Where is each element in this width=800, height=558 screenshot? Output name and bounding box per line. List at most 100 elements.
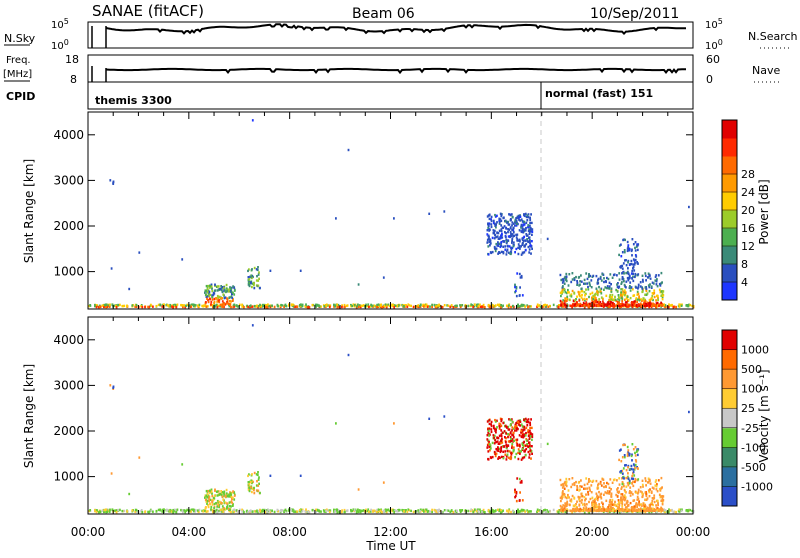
velocity-echo-cell bbox=[368, 510, 370, 514]
velocity-echo-cell bbox=[181, 509, 184, 512]
velocity-echo-cell bbox=[358, 509, 361, 512]
power-echo-cell bbox=[219, 305, 222, 308]
velocity-echo-cell bbox=[382, 481, 385, 484]
velocity-echo-cell bbox=[495, 428, 497, 431]
power-echo-cell bbox=[621, 299, 624, 302]
velocity-echo-cell bbox=[526, 439, 529, 442]
power-echo-cell bbox=[298, 303, 301, 307]
velocity-echo-cell bbox=[255, 484, 258, 487]
velocity-echo-cell bbox=[499, 450, 502, 454]
power-echo-cell bbox=[211, 289, 214, 293]
velocity-echo-cell bbox=[496, 436, 498, 439]
power-echo-cell bbox=[338, 305, 341, 309]
power-echo-cell bbox=[692, 305, 695, 308]
velocity-echo-cell bbox=[583, 502, 586, 506]
power-echo-cell bbox=[629, 281, 632, 284]
power-echo-cell bbox=[639, 285, 642, 288]
velocity-echo-cell bbox=[336, 511, 339, 514]
velocity-echo-cell bbox=[483, 511, 486, 514]
power-echo-cell bbox=[583, 297, 586, 301]
velocity-echo-cell bbox=[565, 484, 568, 488]
velocity-echo-cell bbox=[627, 503, 630, 507]
power-colorbar-tick-label: 24 bbox=[741, 186, 755, 199]
power-echo-cell bbox=[519, 276, 522, 279]
power-echo-cell bbox=[649, 277, 652, 280]
power-echo-cell bbox=[627, 298, 630, 302]
power-echo-cell bbox=[117, 303, 120, 307]
power-echo-cell bbox=[223, 296, 226, 300]
power-echo-cell bbox=[627, 261, 629, 264]
power-echo-cell bbox=[487, 226, 490, 229]
power-echo-cell bbox=[613, 303, 615, 306]
power-echo-cell bbox=[623, 272, 625, 275]
velocity-echo-cell bbox=[515, 490, 518, 494]
power-echo-cell bbox=[588, 295, 590, 299]
power-echo-cell bbox=[419, 305, 421, 308]
power-echo-cell bbox=[603, 303, 606, 306]
velocity-echo-cell bbox=[499, 441, 502, 445]
velocity-echo-cell bbox=[600, 484, 603, 487]
power-echo-cell bbox=[598, 302, 601, 305]
power-echo-cell bbox=[618, 296, 620, 299]
power-echo-cell bbox=[112, 180, 115, 183]
velocity-echo-cell bbox=[216, 490, 219, 493]
power-echo-cell bbox=[609, 304, 612, 307]
velocity-echo-cell bbox=[527, 510, 530, 513]
velocity-echo-cell bbox=[584, 509, 586, 512]
velocity-echo-cell bbox=[419, 510, 421, 513]
power-echo-cell bbox=[450, 304, 453, 307]
power-echo-cell bbox=[511, 241, 513, 244]
velocity-echo-cell bbox=[519, 481, 522, 484]
velocity-echo-cell bbox=[417, 510, 420, 514]
power-colorbar-swatch bbox=[722, 138, 737, 157]
power-echo-cell bbox=[568, 291, 570, 294]
power-echo-cell bbox=[497, 241, 499, 244]
velocity-echo-cell bbox=[635, 460, 638, 463]
velocity-echo-cell bbox=[623, 477, 625, 480]
velocity-echo-cell bbox=[223, 501, 226, 505]
power-echo-cell bbox=[216, 289, 219, 292]
power-echo-cell bbox=[393, 217, 395, 220]
velocity-echo-cell bbox=[580, 485, 583, 488]
power-echo-cell bbox=[603, 280, 605, 284]
power-echo-cell bbox=[115, 306, 118, 309]
velocity-echo-cell bbox=[221, 495, 224, 498]
power-echo-cell bbox=[595, 299, 598, 302]
velocity-echo-cell bbox=[490, 420, 493, 424]
velocity-echo-cell bbox=[204, 506, 207, 509]
velocity-echo-cell bbox=[435, 510, 437, 513]
velocity-echo-cell bbox=[511, 451, 514, 455]
velocity-echo-cell bbox=[498, 442, 501, 445]
velocity-echo-cell bbox=[231, 504, 234, 507]
velocity-echo-cell bbox=[248, 486, 251, 489]
power-echo-cell bbox=[175, 305, 178, 309]
velocity-echo-cell bbox=[376, 508, 378, 512]
velocity-echo-cell bbox=[528, 433, 531, 436]
velocity-echo-cell bbox=[335, 422, 337, 425]
velocity-echo-cell bbox=[598, 508, 601, 511]
power-echo-cell bbox=[492, 229, 495, 232]
power-echo-cell bbox=[226, 289, 229, 293]
power-echo-cell bbox=[514, 224, 516, 227]
power-echo-cell bbox=[443, 304, 446, 307]
power-echo-cell bbox=[88, 304, 90, 308]
velocity-echo-cell bbox=[212, 498, 215, 501]
velocity-echo-cell bbox=[293, 510, 296, 513]
velocity-echo-cell bbox=[327, 509, 329, 512]
power-echo-cell bbox=[632, 275, 634, 278]
velocity-echo-cell bbox=[503, 445, 506, 448]
velocity-echo-cell bbox=[530, 418, 532, 421]
power-echo-cell bbox=[587, 285, 589, 289]
velocity-echo-cell bbox=[529, 421, 531, 424]
velocity-echo-cell bbox=[644, 479, 647, 483]
velocity-echo-cell bbox=[410, 509, 412, 513]
velocity-echo-cell bbox=[591, 496, 594, 499]
power-echo-cell bbox=[512, 241, 515, 244]
velocity-echo-cell bbox=[661, 497, 664, 500]
velocity-echo-cell bbox=[357, 510, 360, 514]
power-echo-cell bbox=[257, 305, 260, 308]
power-echo-cell bbox=[265, 305, 267, 309]
power-echo-cell bbox=[328, 305, 331, 309]
power-echo-cell bbox=[514, 283, 516, 286]
